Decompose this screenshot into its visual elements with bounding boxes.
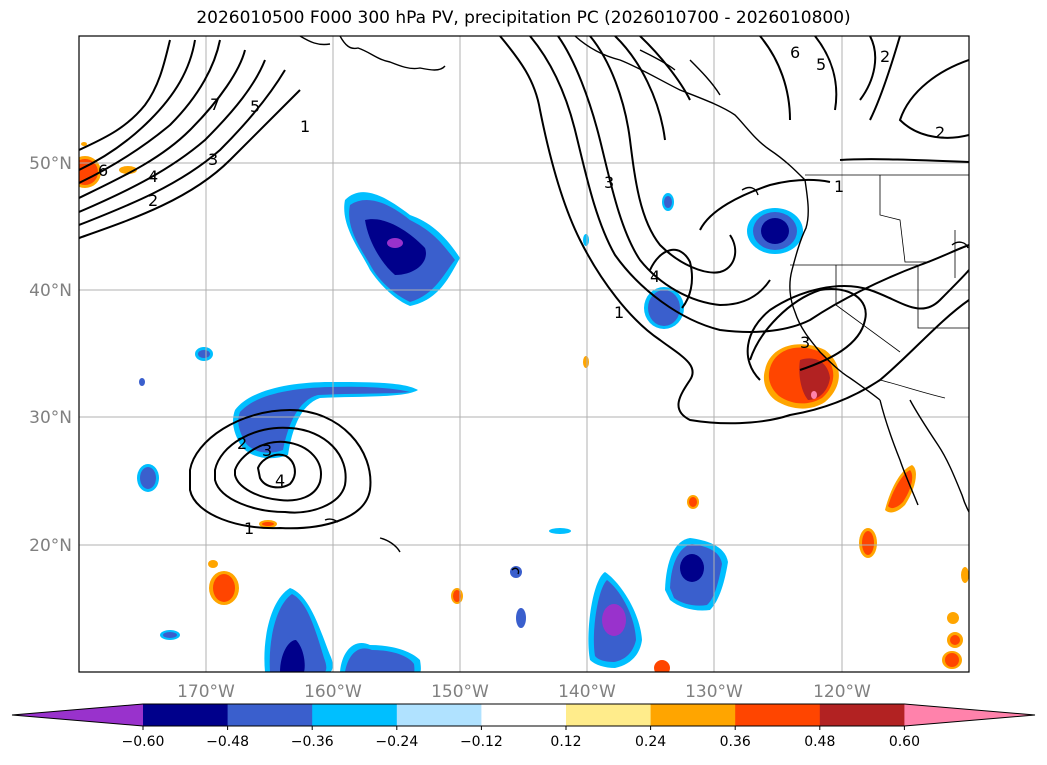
colorbar-tick-label: −0.60 — [122, 734, 165, 750]
latitude-labels: 50°N 40°N 30°N 20°N — [29, 154, 72, 556]
colorbar-extend-min — [12, 704, 143, 726]
contour-label: 3 — [262, 441, 272, 460]
precip-anomaly-negative-west-coast — [644, 193, 803, 329]
contour-label: 3 — [800, 333, 810, 352]
contour-label: 2 — [148, 191, 158, 210]
lat-label: 30°N — [29, 408, 72, 428]
contour-label: 2 — [935, 123, 945, 142]
colorbar-segment — [650, 704, 736, 726]
contour-label: 6 — [98, 161, 108, 180]
colorbar-tick-label: −0.48 — [206, 734, 249, 750]
lat-label: 50°N — [29, 154, 72, 174]
lat-label: 20°N — [29, 536, 72, 556]
colorbar-extend-max — [904, 704, 1035, 726]
map-border — [78, 35, 970, 673]
contour-label: 3 — [208, 150, 218, 169]
colorbar-tick-label: −0.12 — [460, 734, 503, 750]
contour-label: 5 — [816, 55, 826, 74]
lon-label: 140°W — [558, 682, 616, 702]
precip-anomaly-negative-central-north — [344, 192, 460, 306]
contour-label: 1 — [244, 519, 254, 538]
colorbar-segment — [481, 704, 567, 726]
lat-label: 40°N — [29, 281, 72, 301]
colorbar-segment — [143, 704, 229, 726]
colorbar-segment — [227, 704, 313, 726]
precip-anomaly-positive-socal — [763, 344, 839, 409]
lon-label: 160°W — [304, 682, 362, 702]
lon-label: 170°W — [177, 682, 235, 702]
contour-label: 3 — [604, 173, 614, 192]
pv-contour-labels: 1 2 3 4 5 6 7 1 2 3 4 5 6 1 2 3 1 2 3 4 — [98, 43, 945, 538]
colorbar-tick-label: 0.24 — [635, 734, 666, 750]
contour-label: 6 — [790, 43, 800, 62]
precip-anomaly-negative-subtropical — [137, 347, 418, 640]
precip-anomaly-positive-misc — [208, 356, 969, 672]
contour-label: 4 — [275, 471, 285, 490]
contour-label: 2 — [880, 47, 890, 66]
longitude-labels: 170°W 160°W 150°W 140°W 130°W 120°W — [177, 682, 871, 702]
colorbar-tick-label: −0.24 — [375, 734, 418, 750]
pv-contours — [79, 36, 969, 530]
coastlines — [299, 36, 969, 575]
contour-label: 5 — [250, 97, 260, 116]
colorbar-segment — [566, 704, 652, 726]
colorbar-tick-label: 0.36 — [720, 734, 751, 750]
colorbar: −0.60 −0.48 −0.36 −0.24 −0.12 0.12 0.24 0.36 0.4… — [11, 703, 1036, 750]
lon-label: 150°W — [431, 682, 489, 702]
colorbar-segment — [819, 704, 905, 726]
colorbar-segment — [312, 704, 398, 726]
contour-label: 4 — [148, 167, 158, 186]
colorbar-segment — [735, 704, 821, 726]
colorbar-segment — [396, 704, 482, 726]
contour-label: 4 — [650, 267, 660, 286]
contour-label: 7 — [210, 95, 220, 114]
contour-label: 2 — [237, 434, 247, 453]
map-title: 2026010500 F000 300 hPa PV, precipitatio… — [196, 8, 851, 28]
colorbar-tick-label: 0.12 — [550, 734, 581, 750]
colorbar-tick-label: 0.60 — [889, 734, 920, 750]
colorbar-tick-label: 0.48 — [804, 734, 835, 750]
contour-label: 1 — [300, 117, 310, 136]
lon-label: 130°W — [685, 682, 743, 702]
contour-label: 1 — [834, 177, 844, 196]
precip-anomaly-negative-south — [264, 234, 728, 672]
colorbar-tick-label: −0.36 — [291, 734, 334, 750]
contour-label: 1 — [614, 303, 624, 322]
lon-label: 120°W — [813, 682, 871, 702]
